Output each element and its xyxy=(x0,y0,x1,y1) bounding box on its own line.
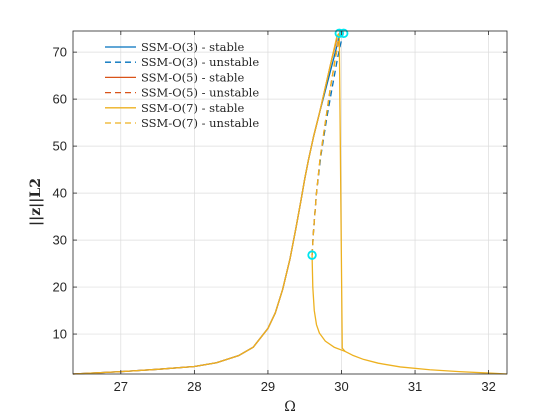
bifurcation-marker xyxy=(334,28,344,39)
x-tick-label: 31 xyxy=(408,379,422,394)
x-tick-label: 27 xyxy=(114,379,128,394)
legend-label: SSM-O(5) - stable xyxy=(141,70,245,84)
series-line-5 xyxy=(311,33,340,256)
legend-label: SSM-O(7) - unstable xyxy=(141,116,259,130)
y-tick-label: 10 xyxy=(53,327,67,342)
x-tick-labels: 27 28 29 30 31 32 xyxy=(114,379,496,394)
y-tick-label: 20 xyxy=(53,280,67,295)
marker-layer xyxy=(307,28,349,260)
legend-label: SSM-O(7) - stable xyxy=(141,101,245,115)
series-line-6 xyxy=(311,255,346,353)
series-line-4 xyxy=(72,32,508,375)
y-tick-label: 40 xyxy=(53,186,67,201)
legend-label: SSM-O(3) - stable xyxy=(141,40,245,54)
y-tick-label: 50 xyxy=(53,139,67,154)
bifurcation-marker xyxy=(338,28,349,39)
x-tick-label: 30 xyxy=(334,379,348,394)
bifurcation-marker xyxy=(307,250,317,260)
x-tick-label: 32 xyxy=(481,379,495,394)
y-axis-label: ||z||L2 xyxy=(28,178,44,226)
y-tick-label: 70 xyxy=(53,45,67,60)
legend-label: SSM-O(5) - unstable xyxy=(141,86,259,100)
x-axis-label: Ω xyxy=(284,399,296,415)
series-layer xyxy=(72,32,508,375)
grid-lines xyxy=(73,31,507,374)
tick-marks xyxy=(73,31,507,374)
y-axis-label-group: ||z||L2 xyxy=(28,178,44,226)
y-tick-labels: 10 20 30 40 50 60 70 xyxy=(53,45,67,342)
x-tick-label: 28 xyxy=(187,379,201,394)
legend-label: SSM-O(3) - unstable xyxy=(141,55,259,69)
plot-area xyxy=(73,31,507,374)
axes-box xyxy=(72,30,508,375)
y-tick-label: 60 xyxy=(53,92,67,107)
x-tick-label: 29 xyxy=(261,379,275,394)
y-tick-label: 30 xyxy=(53,233,67,248)
